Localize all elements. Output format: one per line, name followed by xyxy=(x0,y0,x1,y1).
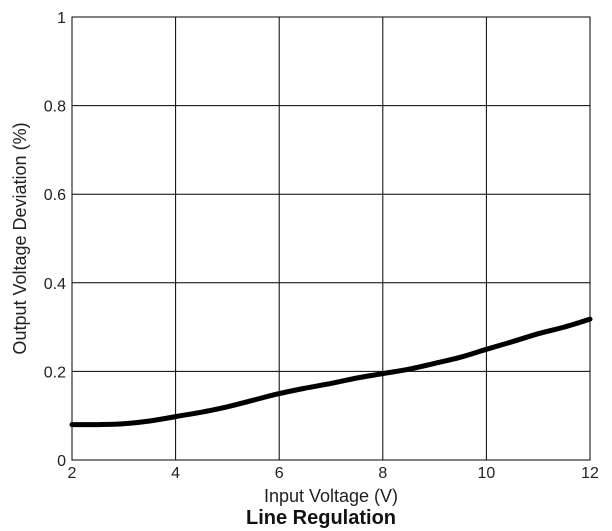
x-tick-label: 12 xyxy=(581,465,599,482)
chart-title: Line Regulation xyxy=(246,507,396,529)
series-line xyxy=(69,316,593,428)
x-tick-label: 2 xyxy=(68,465,77,482)
x-tick-label: 10 xyxy=(478,465,496,482)
y-tick-label: 0.4 xyxy=(44,276,66,293)
x-tick-label: 4 xyxy=(171,465,180,482)
y-tick-labels: 0 0.2 0.4 0.6 0.8 1 xyxy=(44,10,66,470)
x-axis-label: Input Voltage (V) xyxy=(264,486,398,506)
y-tick-label: 1 xyxy=(57,10,66,27)
y-axis-label: Output Voltage Deviation (%) xyxy=(10,122,30,354)
y-tick-label: 0.6 xyxy=(44,187,66,204)
y-tick-label: 0 xyxy=(57,453,66,470)
x-tick-label: 6 xyxy=(275,465,284,482)
plot-frame xyxy=(71,16,591,461)
x-tick-label: 8 xyxy=(378,465,387,482)
y-tick-label: 0.2 xyxy=(44,364,66,381)
grid-lines xyxy=(71,16,591,461)
x-tick-labels: 2 4 6 8 10 12 xyxy=(68,465,599,482)
y-tick-label: 0.8 xyxy=(44,99,66,116)
